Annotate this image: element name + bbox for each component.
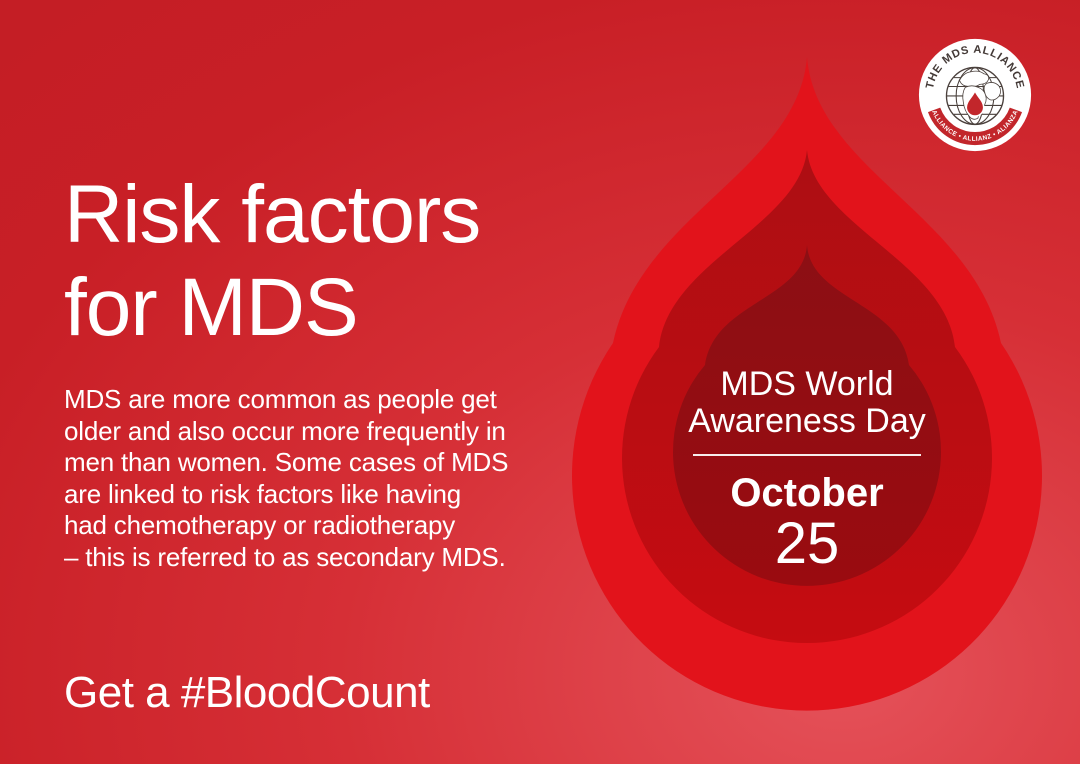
awareness-day-label: MDS World Awareness Day October 25 — [637, 366, 977, 573]
mds-alliance-logo: THE MDS ALLIANCE ALLIANCE • ALLIANZ • AL… — [917, 37, 1033, 153]
logo-bottom-band — [927, 107, 1023, 146]
divider-line — [693, 454, 921, 456]
event-day: 25 — [774, 511, 840, 576]
event-name: MDS World Awareness Day — [688, 365, 926, 440]
event-month: October — [730, 471, 884, 515]
drop-inner — [672, 245, 941, 586]
page-title: Risk factors for MDS — [64, 169, 481, 353]
blood-drop-icon — [965, 88, 985, 117]
body-paragraph: MDS are more common as people get older … — [64, 384, 509, 572]
tagline-hashtag: Get a #BloodCount — [64, 668, 430, 717]
